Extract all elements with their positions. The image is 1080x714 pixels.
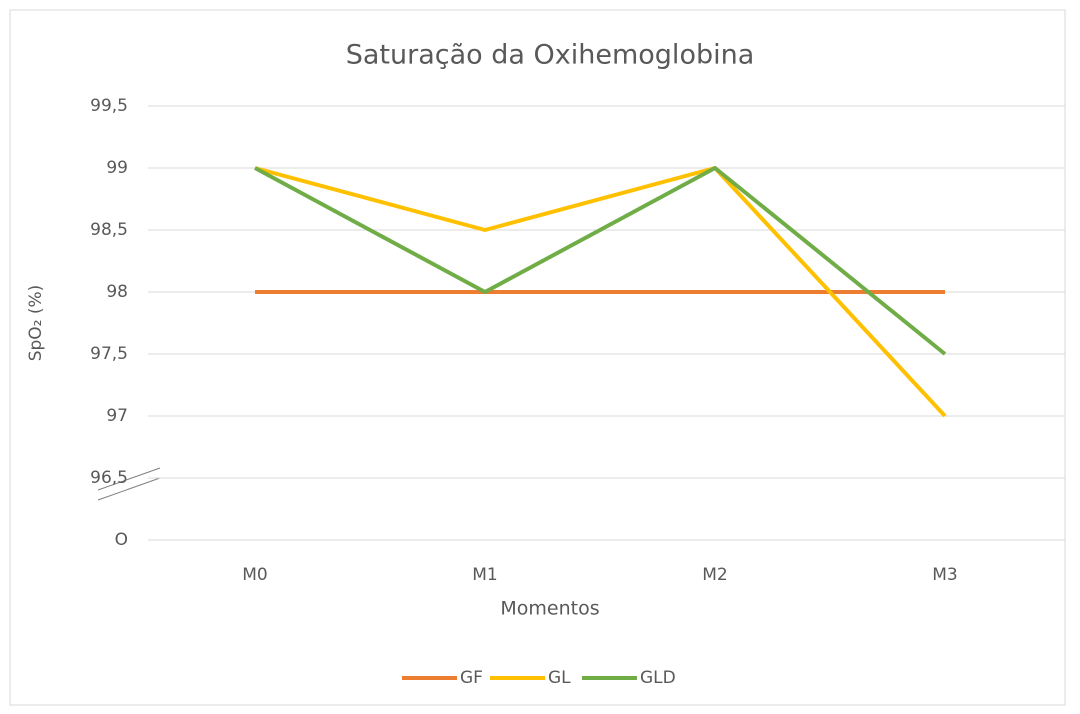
y-tick-label: O <box>115 530 128 550</box>
series-line <box>254 166 947 356</box>
legend-label: GF <box>460 668 483 688</box>
axis-break <box>97 467 161 491</box>
y-tick-label: 97 <box>106 406 128 426</box>
y-tick-label: 99 <box>106 158 128 178</box>
x-tick-label: M2 <box>702 565 727 585</box>
chart-title: Saturação da Oxihemoglobina <box>346 40 755 71</box>
y-axis-title: SpO₂ (%) <box>26 285 46 362</box>
y-tick-label: 96,5 <box>90 468 128 488</box>
y-tick-label: 99,5 <box>90 96 128 116</box>
x-axis-title: Momentos <box>500 598 599 620</box>
legend-label: GLD <box>640 668 676 688</box>
y-tick-label: 98 <box>106 282 128 302</box>
series-line <box>254 166 947 418</box>
x-tick-label: M0 <box>242 565 267 585</box>
x-tick-label: M1 <box>472 565 497 585</box>
y-tick-label: 98,5 <box>90 220 128 240</box>
axis-break <box>97 477 161 501</box>
legend-label: GL <box>548 668 571 688</box>
y-tick-label: 97,5 <box>90 344 128 364</box>
x-tick-label: M3 <box>932 565 957 585</box>
